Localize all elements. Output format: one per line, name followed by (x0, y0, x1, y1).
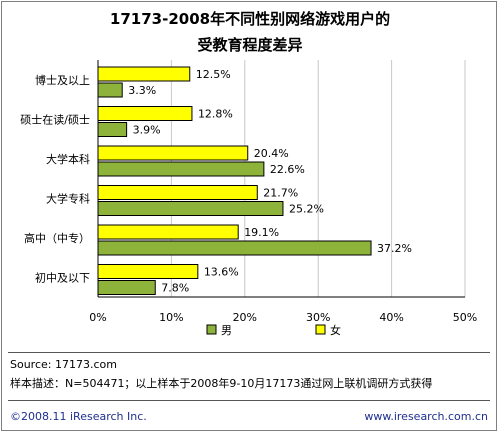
bar-female (97, 145, 249, 161)
bar-female (97, 106, 193, 121)
x-tick-label: 10% (159, 311, 183, 324)
data-label-female: 19.1% (244, 226, 279, 239)
bar-female (97, 264, 199, 279)
category-label: 大学专科 (46, 191, 90, 205)
category-label: 初中及以下 (35, 270, 90, 284)
data-label-female: 20.4% (254, 147, 289, 160)
data-label-male: 22.6% (270, 163, 305, 176)
data-label-male: 7.8% (161, 282, 189, 295)
bar-male (97, 122, 128, 137)
category-label: 高中（中专） (24, 231, 90, 245)
bar-male (97, 240, 372, 256)
bar-male (97, 280, 156, 295)
data-label-female: 12.8% (198, 108, 233, 121)
bar-male (97, 201, 284, 216)
x-tick-label: 0% (89, 311, 106, 324)
category-label: 硕士在读/硕士 (20, 112, 90, 126)
category-label: 大学本科 (46, 152, 90, 166)
data-label-male: 37.2% (377, 242, 412, 255)
copyright-text: ©2008.11 iResearch Inc. (10, 410, 147, 423)
data-label-male: 25.2% (289, 203, 324, 216)
legend-swatch-male (206, 324, 217, 335)
data-label-male: 3.3% (128, 84, 156, 97)
bar-male (97, 82, 123, 98)
bar-female (97, 224, 239, 240)
x-tick-label: 30% (306, 311, 330, 324)
footer-divider-top (8, 352, 490, 353)
x-tick-label: 50% (453, 311, 477, 324)
chart-title-line-1: 17173-2008年不同性别网络游戏用户的 (109, 10, 391, 28)
legend-swatch-female (315, 324, 326, 335)
bar-male (97, 161, 265, 177)
data-label-female: 13.6% (204, 266, 239, 279)
chart-title-line-2: 受教育程度差异 (197, 36, 303, 54)
bar-female (97, 185, 258, 200)
data-label-female: 21.7% (263, 187, 298, 200)
data-label-male: 3.9% (133, 124, 161, 137)
x-tick-label: 20% (233, 311, 257, 324)
legend-label-male: 男 (221, 324, 232, 337)
footer-divider-bottom (8, 400, 490, 401)
data-label-female: 12.5% (196, 68, 231, 81)
legend-label-female: 女 (330, 323, 341, 337)
sample-description: 样本描述：N=504471；以上样本于2008年9-10月17173通过网上联机… (10, 377, 433, 390)
bar-female (97, 66, 191, 82)
x-tick-label: 40% (379, 311, 403, 324)
source-text: Source: 17173.com (10, 358, 117, 371)
website-text[interactable]: www.iresearch.com.cn (364, 410, 488, 423)
category-label: 博士及以上 (35, 74, 90, 87)
